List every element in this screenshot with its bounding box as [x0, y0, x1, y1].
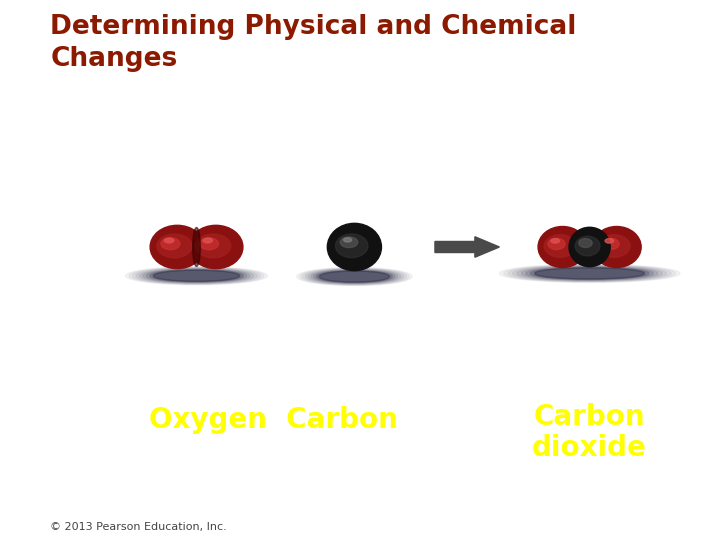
Ellipse shape [150, 225, 204, 269]
Ellipse shape [193, 227, 200, 267]
Ellipse shape [517, 266, 662, 281]
Ellipse shape [203, 238, 212, 243]
Ellipse shape [136, 268, 257, 284]
Text: Oxygen  Carbon: Oxygen Carbon [150, 407, 398, 435]
Ellipse shape [598, 235, 630, 257]
Ellipse shape [302, 268, 407, 285]
Ellipse shape [125, 267, 268, 285]
Ellipse shape [526, 267, 654, 280]
Ellipse shape [499, 265, 680, 282]
Ellipse shape [311, 269, 398, 284]
Ellipse shape [157, 234, 192, 258]
Ellipse shape [548, 238, 565, 249]
FancyArrow shape [435, 237, 500, 257]
Ellipse shape [340, 237, 358, 247]
Text: Determining Physical and Chemical: Determining Physical and Chemical [50, 14, 577, 39]
Text: © 2013 Pearson Education, Inc.: © 2013 Pearson Education, Inc. [50, 522, 227, 532]
Ellipse shape [602, 238, 619, 249]
Ellipse shape [551, 239, 559, 243]
Ellipse shape [316, 271, 392, 282]
Ellipse shape [146, 269, 247, 282]
Ellipse shape [544, 235, 576, 257]
Ellipse shape [534, 268, 644, 279]
Ellipse shape [199, 238, 219, 249]
Ellipse shape [143, 269, 251, 282]
Ellipse shape [161, 238, 180, 249]
Ellipse shape [308, 269, 401, 284]
Ellipse shape [579, 239, 592, 247]
Ellipse shape [605, 239, 613, 243]
Ellipse shape [508, 265, 671, 281]
Ellipse shape [189, 225, 243, 269]
Ellipse shape [140, 268, 253, 283]
Ellipse shape [153, 270, 240, 281]
Ellipse shape [150, 270, 243, 282]
Ellipse shape [129, 267, 264, 285]
Ellipse shape [569, 227, 611, 267]
Ellipse shape [504, 265, 675, 282]
Ellipse shape [314, 270, 395, 283]
Ellipse shape [343, 238, 351, 242]
Ellipse shape [319, 271, 390, 282]
Ellipse shape [530, 267, 649, 279]
Ellipse shape [513, 266, 667, 281]
Ellipse shape [592, 226, 641, 267]
Ellipse shape [300, 268, 409, 285]
Ellipse shape [538, 226, 587, 267]
Ellipse shape [575, 236, 600, 256]
Ellipse shape [336, 234, 368, 258]
Ellipse shape [164, 238, 174, 243]
Ellipse shape [196, 234, 230, 258]
Ellipse shape [297, 267, 412, 286]
Ellipse shape [328, 224, 382, 271]
Ellipse shape [132, 268, 261, 284]
Ellipse shape [305, 269, 404, 284]
Text: Changes: Changes [50, 46, 178, 72]
Text: Carbon
dioxide: Carbon dioxide [532, 403, 647, 462]
Ellipse shape [521, 267, 658, 280]
